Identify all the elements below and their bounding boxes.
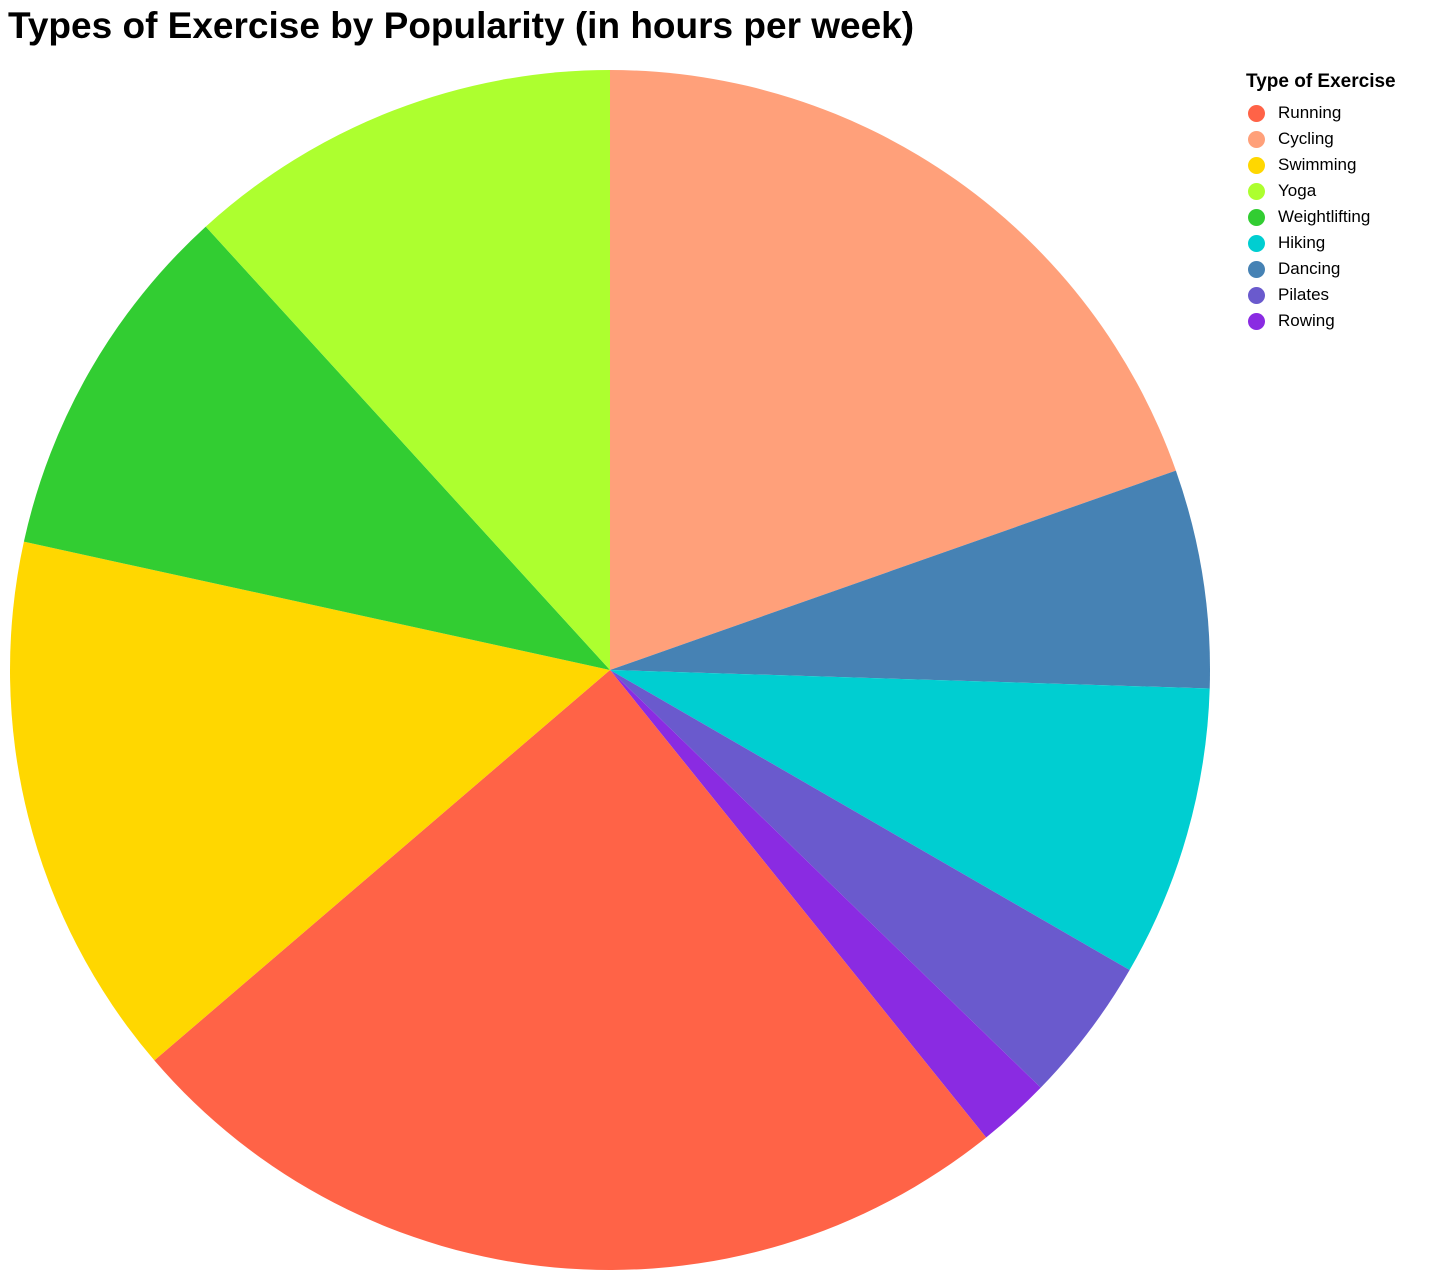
legend-swatch xyxy=(1248,156,1265,174)
legend-item-swimming: Swimming xyxy=(1246,152,1396,178)
legend-swatch xyxy=(1248,182,1265,200)
legend-label: Running xyxy=(1278,103,1342,122)
legend-label: Hiking xyxy=(1278,233,1326,252)
legend-label: Weightlifting xyxy=(1278,207,1371,226)
legend-swatch xyxy=(1248,104,1265,122)
slice-rowing xyxy=(610,670,1041,1138)
slice-pilates xyxy=(610,670,1130,1088)
legend-label: Dancing xyxy=(1278,259,1341,278)
legend-swatch xyxy=(1248,130,1265,148)
legend-swatch xyxy=(1248,312,1265,330)
legend-item-yoga: Yoga xyxy=(1246,178,1396,204)
slice-swimming xyxy=(10,541,611,1061)
legend-item-rowing: Rowing xyxy=(1246,308,1396,334)
legend-item-hiking: Hiking xyxy=(1246,230,1396,256)
legend-item-pilates: Pilates xyxy=(1246,282,1396,308)
legend-title: Type of Exercise xyxy=(1246,71,1396,92)
legend-swatch xyxy=(1248,234,1265,252)
slice-dancing xyxy=(610,470,1210,689)
legend-label: Rowing xyxy=(1278,311,1335,330)
legend-items: Running Cycling Swimming Yoga Weightlifting H… xyxy=(1246,100,1396,334)
slice-hiking xyxy=(610,670,1210,970)
slice-cycling xyxy=(610,70,1176,670)
legend-label: Pilates xyxy=(1278,285,1330,304)
legend-item-cycling: Cycling xyxy=(1246,126,1396,152)
chart-title: Types of Exercise by Popularity (in hour… xyxy=(8,5,915,46)
slice-yoga xyxy=(205,70,611,670)
legend-item-running: Running xyxy=(1246,100,1396,126)
legend: Type of Exercise Running Cycling Swimming Y… xyxy=(1246,70,1396,334)
legend-swatch xyxy=(1248,260,1265,278)
legend-label: Swimming xyxy=(1278,155,1357,174)
legend-swatch xyxy=(1248,286,1265,304)
legend-item-dancing: Dancing xyxy=(1246,256,1396,282)
slice-running xyxy=(154,670,987,1271)
legend-label: Yoga xyxy=(1278,181,1317,200)
legend-item-weightlifting: Weightlifting xyxy=(1246,204,1396,230)
legend-label: Cycling xyxy=(1278,129,1334,148)
legend-swatch xyxy=(1248,208,1265,226)
slice-weightlifting xyxy=(23,226,611,670)
